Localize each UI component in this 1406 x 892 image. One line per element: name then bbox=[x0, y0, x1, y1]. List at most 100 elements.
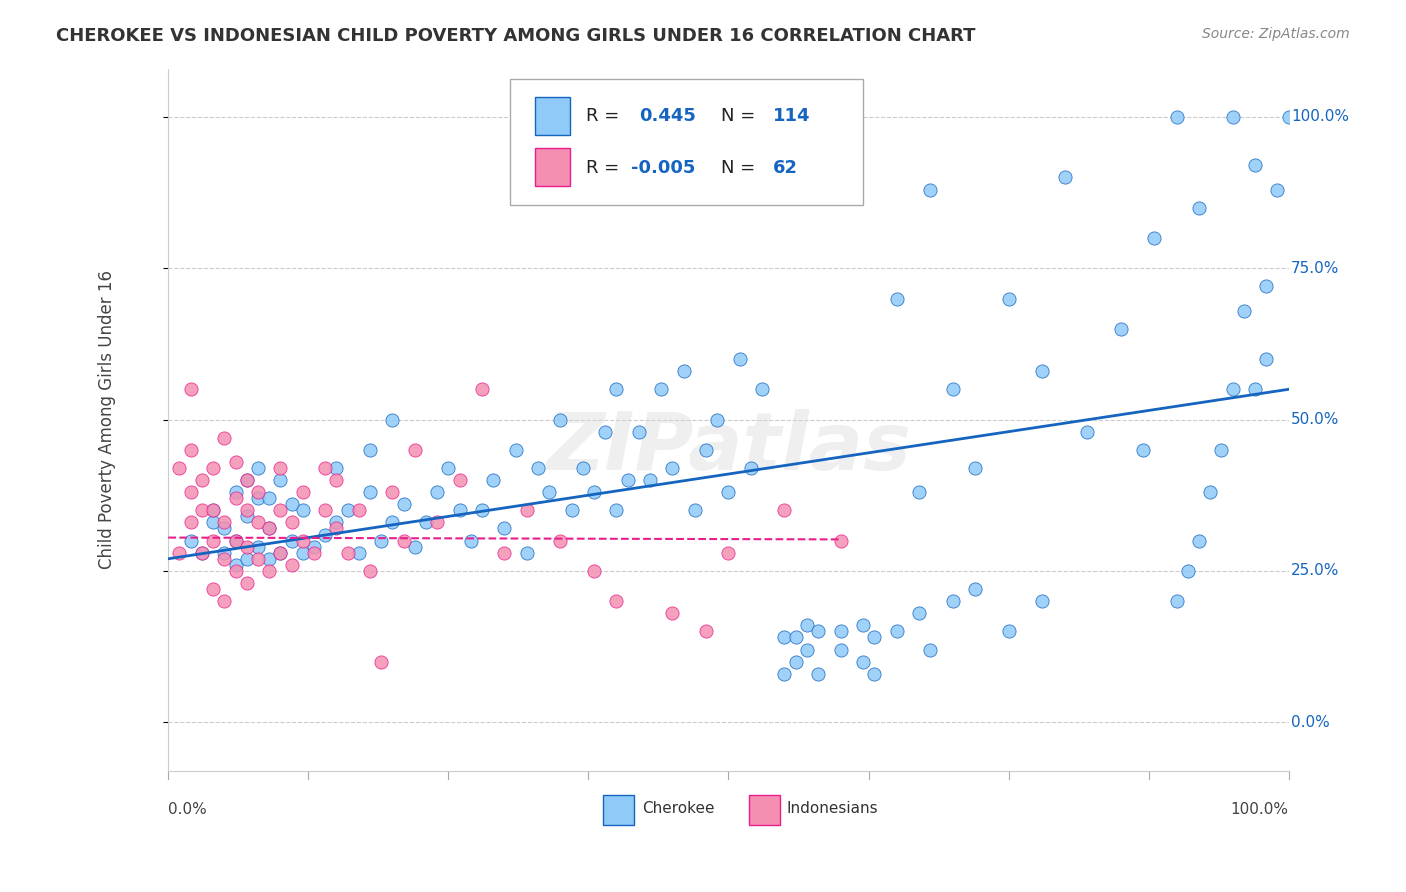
Point bbox=[796, 618, 818, 632]
Point bbox=[516, 503, 538, 517]
Point bbox=[1222, 110, 1244, 124]
Point bbox=[1177, 564, 1199, 578]
Point bbox=[616, 473, 638, 487]
Point bbox=[246, 516, 269, 530]
Point bbox=[830, 533, 852, 548]
Point bbox=[426, 516, 449, 530]
Point bbox=[302, 546, 325, 560]
Point bbox=[359, 442, 381, 457]
Point bbox=[246, 540, 269, 554]
Point bbox=[785, 655, 807, 669]
Point bbox=[886, 292, 908, 306]
Point bbox=[257, 564, 280, 578]
Point bbox=[202, 533, 225, 548]
Point bbox=[941, 594, 963, 608]
Point bbox=[180, 382, 202, 396]
Point bbox=[437, 461, 460, 475]
Point bbox=[180, 485, 202, 500]
Point bbox=[235, 503, 257, 517]
Point bbox=[582, 564, 605, 578]
Point bbox=[449, 473, 471, 487]
Point bbox=[785, 631, 807, 645]
Point bbox=[291, 485, 314, 500]
Point bbox=[449, 503, 471, 517]
Point bbox=[1166, 110, 1188, 124]
Point bbox=[863, 666, 886, 681]
Point bbox=[550, 533, 572, 548]
Point bbox=[246, 491, 269, 506]
Point bbox=[773, 666, 796, 681]
Point bbox=[773, 503, 796, 517]
Point bbox=[706, 412, 728, 426]
Point bbox=[1031, 594, 1053, 608]
Point bbox=[404, 442, 426, 457]
Point bbox=[325, 521, 347, 535]
Point bbox=[1166, 594, 1188, 608]
Point bbox=[169, 546, 191, 560]
Point bbox=[963, 582, 986, 596]
Point bbox=[1256, 352, 1278, 367]
Point bbox=[1132, 442, 1154, 457]
Point bbox=[661, 461, 683, 475]
Point bbox=[1244, 382, 1267, 396]
Point bbox=[280, 558, 302, 572]
Point bbox=[997, 624, 1019, 639]
Point bbox=[169, 461, 191, 475]
Point bbox=[225, 485, 247, 500]
Point bbox=[202, 503, 225, 517]
Point bbox=[426, 485, 449, 500]
Point bbox=[314, 461, 336, 475]
Point bbox=[235, 473, 257, 487]
Point bbox=[370, 655, 392, 669]
Point bbox=[572, 461, 595, 475]
Point bbox=[650, 382, 672, 396]
Point bbox=[269, 546, 291, 560]
Point bbox=[1256, 279, 1278, 293]
Point bbox=[627, 425, 650, 439]
FancyBboxPatch shape bbox=[534, 96, 571, 136]
Point bbox=[582, 485, 605, 500]
Point bbox=[1188, 201, 1211, 215]
Point bbox=[291, 533, 314, 548]
Point bbox=[661, 606, 683, 620]
Point bbox=[852, 618, 875, 632]
Point bbox=[852, 655, 875, 669]
Point bbox=[672, 364, 695, 378]
Point bbox=[280, 516, 302, 530]
Point bbox=[482, 473, 505, 487]
Point bbox=[314, 527, 336, 541]
FancyBboxPatch shape bbox=[534, 148, 571, 186]
Text: Source: ZipAtlas.com: Source: ZipAtlas.com bbox=[1202, 27, 1350, 41]
Point bbox=[1222, 382, 1244, 396]
Point bbox=[807, 666, 830, 681]
Point bbox=[404, 540, 426, 554]
Point bbox=[235, 576, 257, 591]
Point bbox=[214, 431, 236, 445]
Point bbox=[593, 425, 616, 439]
Point bbox=[527, 461, 550, 475]
Point bbox=[1211, 442, 1233, 457]
Text: 0.445: 0.445 bbox=[638, 107, 696, 125]
Text: Child Poverty Among Girls Under 16: Child Poverty Among Girls Under 16 bbox=[97, 270, 115, 569]
Point bbox=[235, 509, 257, 524]
Point bbox=[347, 503, 370, 517]
Point bbox=[1188, 533, 1211, 548]
Point bbox=[920, 183, 942, 197]
Point bbox=[751, 382, 773, 396]
Point bbox=[1233, 303, 1256, 318]
Point bbox=[191, 503, 214, 517]
Point bbox=[773, 631, 796, 645]
Text: 114: 114 bbox=[773, 107, 811, 125]
Point bbox=[202, 582, 225, 596]
Point bbox=[638, 473, 661, 487]
Point bbox=[550, 412, 572, 426]
Point bbox=[392, 533, 415, 548]
Point bbox=[225, 533, 247, 548]
Point bbox=[280, 497, 302, 511]
Point bbox=[494, 546, 516, 560]
Point bbox=[908, 485, 931, 500]
Point bbox=[214, 546, 236, 560]
Point bbox=[1143, 231, 1166, 245]
Text: 100.0%: 100.0% bbox=[1230, 802, 1289, 817]
Point bbox=[796, 642, 818, 657]
